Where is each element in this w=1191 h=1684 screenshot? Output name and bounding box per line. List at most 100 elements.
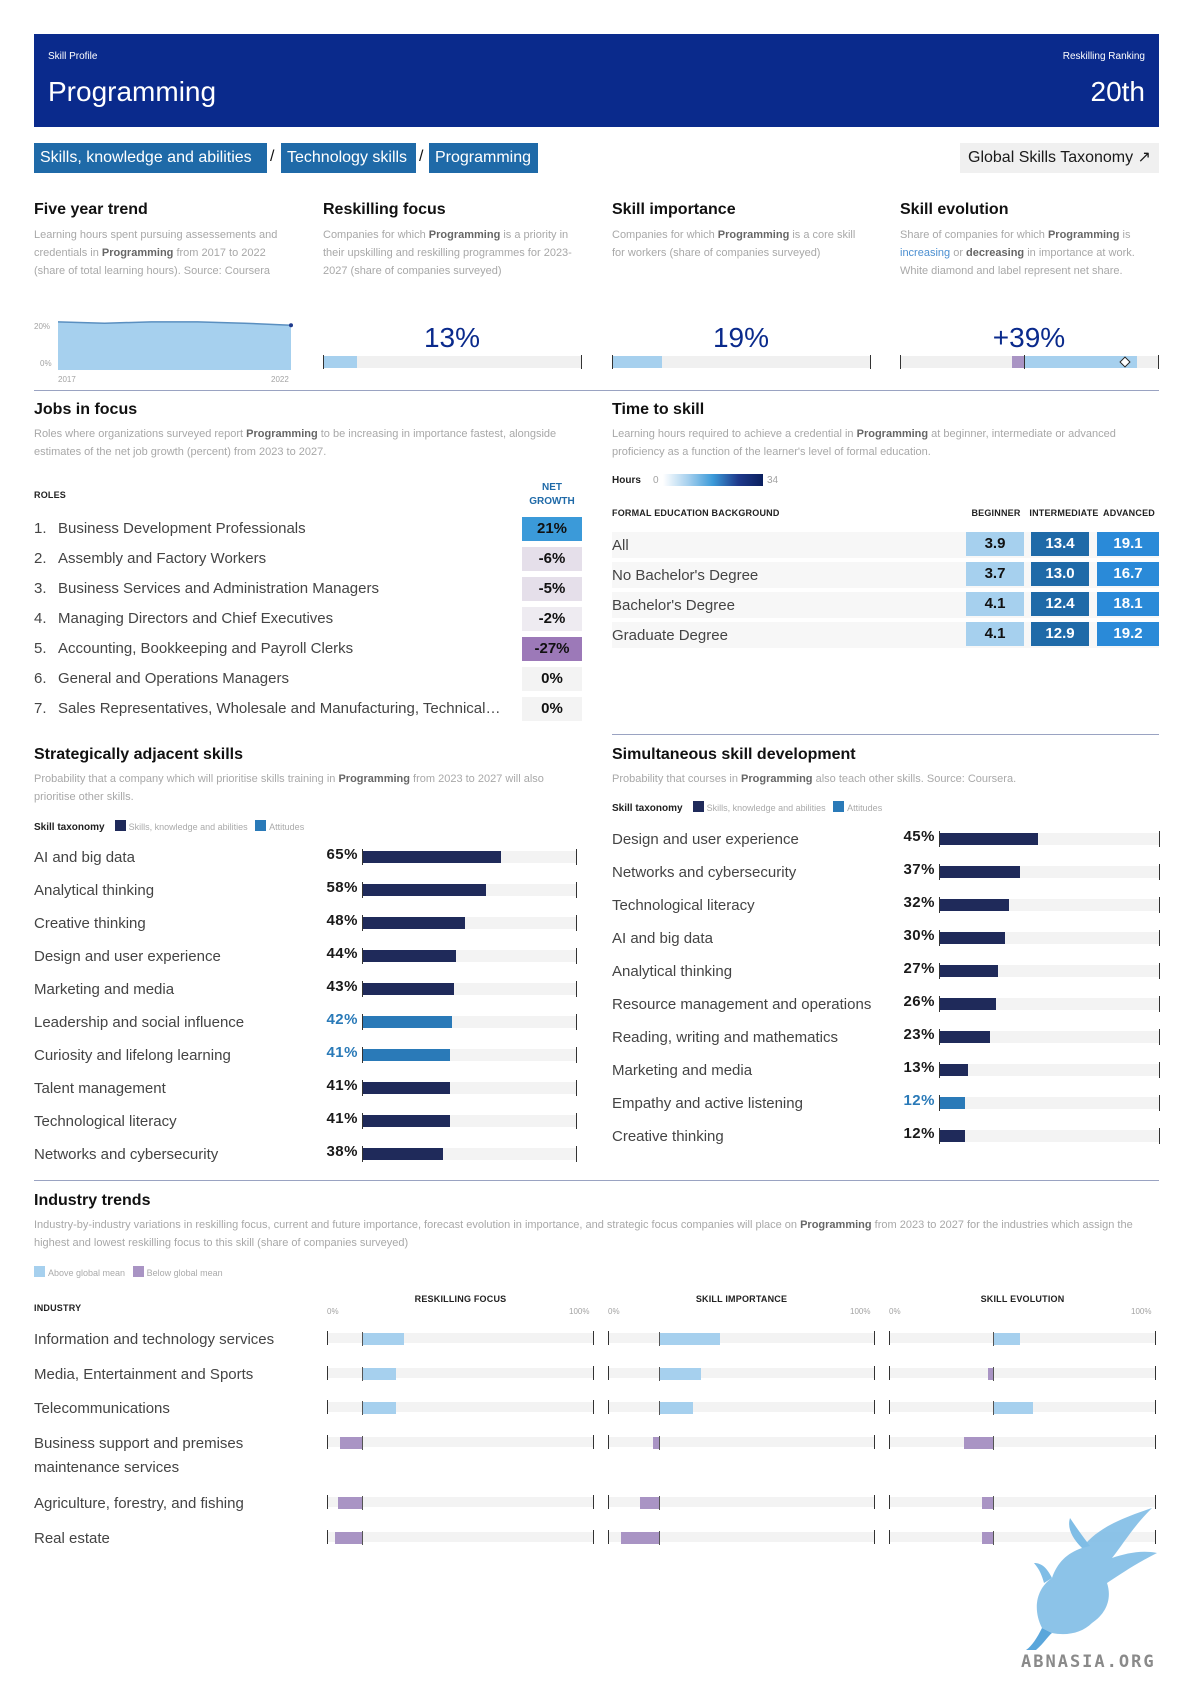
skill-bar <box>362 1115 450 1127</box>
industry-header: INDUSTRY <box>34 1303 82 1313</box>
hours-legend-label: Hours <box>612 475 641 486</box>
industry-axis-tick <box>608 1400 609 1414</box>
advanced-hours: 18.1 <box>1097 592 1159 616</box>
industry-trends-legend: Above global mean Below global mean <box>34 1266 223 1278</box>
industry-label: Real estate <box>34 1530 110 1547</box>
role-rank: 5. <box>34 640 47 657</box>
axis-max-label: 100% <box>850 1307 871 1316</box>
strategic-skills-title: Strategically adjacent skills <box>34 746 243 763</box>
reskilling-focus-bar <box>324 356 358 368</box>
bar-value-label: 41% <box>326 1044 358 1061</box>
industry-trends-description: Industry-by-industry variations in reski… <box>34 1219 1133 1249</box>
skill-label: AI and big data <box>34 849 135 866</box>
bar-axis-tick <box>362 1080 363 1096</box>
advanced-hours: 19.1 <box>1097 532 1159 556</box>
axis-max-label: 100% <box>569 1307 590 1316</box>
global-mean-marker <box>361 1401 363 1415</box>
bar-end-tick <box>576 1080 577 1096</box>
industry-label: Agriculture, forestry, and fishing <box>34 1495 244 1512</box>
industry-axis-tick <box>874 1400 875 1414</box>
bar-end-tick <box>1159 1029 1160 1045</box>
time-to-skill-description: Learning hours required to achieve a cre… <box>612 428 1116 458</box>
jobs-in-focus-description: Roles where organizations surveyed repor… <box>34 428 557 458</box>
skill-evolution-decreasing-bar <box>1011 356 1025 368</box>
industry-label: Telecommunications <box>34 1400 170 1417</box>
global-mean-marker <box>658 1401 660 1415</box>
breadcrumb-item-technology[interactable]: Technology skills <box>281 143 416 173</box>
industry-track <box>890 1437 1155 1447</box>
five-year-trend-description: Learning hours spent pursuing assessemen… <box>34 229 278 277</box>
global-skills-taxonomy-link[interactable]: Global Skills Taxonomy ↗ <box>960 143 1159 173</box>
simultaneous-skills-legend: Skill taxonomy Skills, knowledge and abil… <box>612 801 883 814</box>
bar-axis-tick <box>362 915 363 931</box>
skill-bar <box>362 983 455 995</box>
bar-value-label: 43% <box>326 978 358 995</box>
skill-label: Creative thinking <box>34 915 146 932</box>
skill-label: Design and user experience <box>34 948 221 965</box>
industry-track <box>609 1532 874 1542</box>
skill-label: Networks and cybersecurity <box>34 1146 219 1163</box>
bar-axis-tick <box>939 897 940 913</box>
role-name: Accounting, Bookkeeping and Payroll Cler… <box>58 640 354 657</box>
industry-value-bar <box>340 1437 362 1449</box>
bar-value-label: 48% <box>326 912 358 929</box>
skill-label: Networks and cybersecurity <box>612 864 797 881</box>
reskilling-rank: 20th <box>1090 76 1146 107</box>
industry-value-bar <box>337 1497 362 1509</box>
industry-value-bar <box>658 1402 694 1414</box>
bar-axis-tick <box>362 981 363 997</box>
skill-bar <box>362 1049 450 1061</box>
role-rank: 6. <box>34 670 47 687</box>
global-mean-marker <box>993 1332 995 1346</box>
industry-track <box>609 1402 874 1412</box>
trend-area-chart <box>58 321 293 370</box>
beginner-header: BEGINNER <box>971 508 1021 518</box>
global-mean-marker <box>658 1531 660 1545</box>
bar-axis-tick <box>362 1146 363 1162</box>
breadcrumb-item-skills[interactable]: Skills, knowledge and abilities <box>34 143 267 173</box>
axis-min-label: 0% <box>327 1307 339 1316</box>
industry-axis-tick <box>874 1366 875 1380</box>
industry-axis-tick <box>889 1495 890 1509</box>
beginner-hours: 4.1 <box>966 592 1024 616</box>
global-mean-marker <box>361 1531 363 1545</box>
bar-value-label: 12% <box>903 1125 935 1142</box>
skill-bar <box>362 1082 450 1094</box>
global-mean-marker <box>993 1367 995 1381</box>
axis-max-label: 100% <box>1131 1307 1152 1316</box>
section-divider <box>34 390 1159 391</box>
skill-bar <box>939 866 1021 878</box>
bar-axis-tick <box>939 930 940 946</box>
bar-value-label: 32% <box>903 894 935 911</box>
trend-area <box>58 321 291 370</box>
industry-value-bar <box>658 1333 721 1345</box>
bar-value-label: 41% <box>326 1077 358 1094</box>
education-row-label: All <box>612 537 629 554</box>
trend-y-top: 20% <box>34 322 51 331</box>
bar-end-tick <box>576 1014 577 1030</box>
beginner-hours: 3.7 <box>966 562 1024 586</box>
education-background-header: FORMAL EDUCATION BACKGROUND <box>612 508 780 518</box>
industry-axis-tick <box>327 1331 328 1345</box>
simultaneous-skills-title: Simultaneous skill development <box>612 746 856 763</box>
bar-end-tick <box>1159 996 1160 1012</box>
gauge-tick-left <box>612 355 613 369</box>
industry-trends-title: Industry trends <box>34 1192 151 1209</box>
bar-end-tick <box>576 948 577 964</box>
role-name: Business Services and Administration Man… <box>58 580 379 597</box>
industry-axis-tick <box>874 1331 875 1345</box>
bar-end-tick <box>576 1047 577 1063</box>
bar-end-tick <box>576 882 577 898</box>
global-mean-marker <box>993 1401 995 1415</box>
axis-min-label: 0% <box>889 1307 901 1316</box>
breadcrumb-item-programming[interactable]: Programming <box>429 143 538 173</box>
industry-track <box>328 1368 593 1378</box>
global-mean-marker <box>361 1496 363 1510</box>
bar-track <box>939 1097 1159 1109</box>
beginner-hours: 4.1 <box>966 622 1024 646</box>
skill-bar <box>362 917 465 929</box>
industry-axis-tick <box>327 1400 328 1414</box>
jobs-in-focus-title: Jobs in focus <box>34 401 138 418</box>
bar-end-tick <box>576 981 577 997</box>
advanced-hours: 19.2 <box>1097 622 1159 646</box>
